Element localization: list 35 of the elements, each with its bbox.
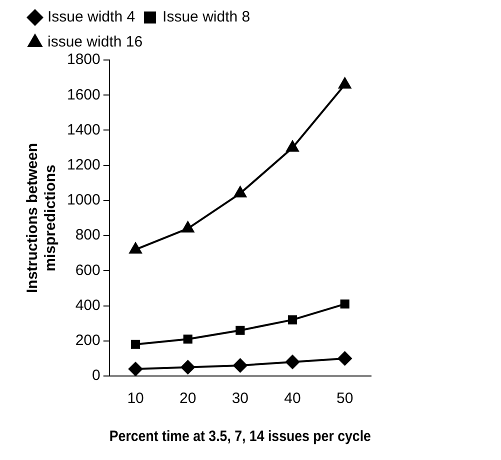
- point: [182, 222, 194, 233]
- point: [340, 299, 350, 309]
- y-tick-label: 600: [75, 262, 100, 279]
- point: [236, 326, 245, 335]
- legend-label: issue width 16: [48, 34, 143, 51]
- point: [183, 334, 192, 344]
- x-axis-title: Percent time at 3.5, 7, 14 issues per cycle: [109, 428, 372, 446]
- y-tick-label: 1800: [66, 51, 100, 68]
- point: [288, 315, 298, 324]
- y-tick-label: 1400: [66, 121, 100, 138]
- y-tick-label: 400: [75, 296, 100, 314]
- x-tick-label: 10: [127, 390, 144, 408]
- x-tick-label: 30: [232, 390, 249, 408]
- point: [286, 354, 300, 369]
- point: [130, 340, 140, 349]
- point: [180, 360, 195, 374]
- y-axis-title: Instructions between mispredictions: [24, 142, 60, 294]
- point: [338, 78, 352, 89]
- point: [233, 358, 248, 372]
- y-tick-label: 1600: [66, 86, 100, 104]
- x-tick-label: 40: [284, 390, 301, 408]
- point: [286, 140, 299, 152]
- legend-label: Issue width 4: [48, 8, 136, 26]
- point: [128, 362, 143, 376]
- y-tick-label: 0: [92, 367, 100, 384]
- point: [129, 242, 142, 254]
- x-tick-label: 20: [180, 390, 196, 408]
- y-tick-label: 1200: [66, 156, 100, 174]
- legend-label: Issue width 8: [162, 8, 250, 26]
- point: [234, 186, 246, 198]
- y-tick-label: 800: [75, 226, 100, 244]
- x-tick-label: 50: [336, 390, 354, 408]
- point: [338, 351, 352, 366]
- y-tick-label: 1000: [66, 192, 100, 209]
- y-tick-label: 200: [75, 332, 100, 350]
